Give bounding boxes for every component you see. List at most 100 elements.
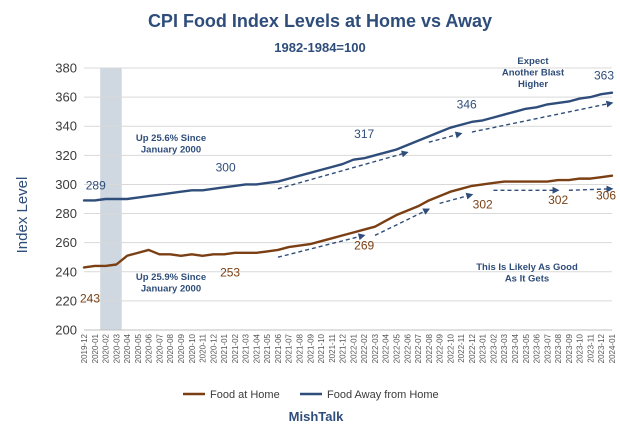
data-label: 302 (548, 193, 568, 207)
data-label: 306 (596, 189, 616, 203)
chart-subtitle: 1982-1984=100 (274, 40, 365, 55)
x-tick-label: 2020-05 (134, 333, 143, 363)
annotation-line: January 2000 (141, 284, 201, 295)
legend-entry: Food at Home (210, 389, 280, 401)
series-line-food-away-from-home (82, 91, 614, 202)
x-tick-label: 2020-04 (123, 333, 132, 363)
x-tick-label: 2022-05 (392, 333, 401, 363)
annotation-line: Higher (518, 79, 548, 90)
x-tick-label: 2021-10 (317, 333, 326, 363)
y-tick-label: 240 (55, 264, 77, 279)
trend-arrow (277, 150, 409, 190)
trend-arrow (428, 131, 463, 143)
x-tick-label: 2021-11 (328, 333, 337, 362)
trend-arrow (277, 233, 366, 258)
y-tick-label: 260 (55, 235, 77, 250)
x-tick-label: 2023-08 (554, 333, 563, 363)
legend: Food at Home Food Away from Home (183, 389, 439, 401)
x-tick-label: 2023-12 (597, 333, 606, 363)
x-tick-label: 2023-06 (533, 333, 542, 363)
x-tick-label: 2021-07 (285, 333, 294, 363)
y-tick-label: 340 (55, 119, 77, 134)
x-tick-label: 2021-01 (220, 333, 229, 363)
y-tick-label: 280 (55, 206, 77, 221)
x-tick-label: 2022-01 (349, 333, 358, 363)
data-label: 289 (86, 178, 106, 192)
x-tick-label: 2023-07 (543, 333, 552, 363)
x-tick-label: 2021-02 (231, 333, 240, 363)
x-tick-label: 2021-03 (242, 333, 251, 363)
x-tick-label: 2020-10 (188, 333, 197, 363)
x-tick-label: 2021-04 (252, 333, 261, 363)
data-label: 269 (354, 239, 374, 253)
x-tick-label: 2021-05 (263, 333, 272, 363)
x-tick-label: 2020-07 (155, 333, 164, 363)
annotation: Expect Another Blast Higher (502, 56, 565, 90)
source-label: MishTalk (289, 409, 344, 424)
data-label: 300 (216, 160, 236, 174)
x-tick-label: 2020-02 (102, 333, 111, 363)
x-tick-label: 2020-03 (112, 333, 121, 363)
x-tick-label: 2023-02 (489, 333, 498, 363)
annotation: Up 25.9% Since January 2000 (136, 272, 206, 295)
x-tick-label: 2023-11 (586, 333, 595, 362)
annotation-line: As It Gets (505, 274, 549, 285)
data-label: 302 (473, 197, 493, 211)
x-tick-label: 2022-11 (457, 333, 466, 362)
data-label: 253 (220, 265, 240, 279)
x-tick-label: 2020-09 (177, 333, 186, 363)
x-tick-label: 2022-09 (436, 333, 445, 363)
y-axis-label: Index Level (14, 177, 31, 254)
trend-arrow (439, 192, 474, 205)
x-tick-label: 2022-08 (425, 333, 434, 363)
x-tick-label: 2023-01 (479, 333, 488, 363)
x-tick-label: 2022-06 (403, 333, 412, 363)
data-label: 363 (594, 69, 614, 83)
x-tick-label: 2023-09 (565, 333, 574, 363)
annotation-line: Up 25.9% Since (136, 272, 206, 283)
x-tick-label: 2020-01 (91, 333, 100, 363)
x-tick-label: 2023-05 (522, 333, 531, 363)
trend-arrow (568, 185, 614, 193)
trend-arrow (374, 208, 431, 237)
x-tick-label: 2022-07 (414, 333, 423, 363)
x-tick-label: 2020-08 (166, 333, 175, 363)
x-tick-label: 2020-11 (199, 333, 208, 362)
x-tick-label: 2019-12 (80, 333, 89, 363)
x-tick-label: 2020-06 (145, 333, 154, 363)
x-tick-label: 2024-01 (608, 333, 617, 363)
x-tick-label: 2022-03 (371, 333, 380, 363)
annotation-line: Up 25.6% Since (136, 133, 206, 144)
x-tick-label: 2022-02 (360, 333, 369, 363)
x-tick-label: 2020-12 (209, 333, 218, 363)
y-tick-label: 200 (55, 323, 77, 338)
annotation: Up 25.6% Since January 2000 (136, 133, 206, 156)
x-tick-label: 2023-04 (511, 333, 520, 363)
y-tick-label: 360 (55, 90, 77, 105)
y-tick-label: 220 (55, 293, 77, 308)
legend-entry: Food Away from Home (327, 389, 439, 401)
y-tick-label: 380 (55, 61, 77, 76)
x-tick-label: 2023-03 (500, 333, 509, 363)
data-label: 346 (457, 97, 477, 111)
annotation-line: Expect (517, 56, 549, 67)
chart-title: CPI Food Index Levels at Home vs Away (148, 11, 492, 31)
x-tick-label: 2021-06 (274, 333, 283, 363)
x-tick-label: 2021-09 (306, 333, 315, 363)
series-line-food-at-home (82, 174, 614, 269)
annotation-line: January 2000 (141, 145, 201, 156)
data-label: 317 (354, 127, 374, 141)
x-tick-label: 2022-04 (382, 333, 391, 363)
annotation: This Is Likely As Good As It Gets (476, 262, 578, 285)
x-tick-label: 2023-10 (576, 333, 585, 363)
data-label: 243 (80, 291, 100, 305)
y-tick-label: 320 (55, 148, 77, 163)
x-tick-label: 2022-10 (446, 333, 455, 363)
x-tick-label: 2022-12 (468, 333, 477, 363)
trend-arrow (471, 100, 614, 133)
y-tick-label: 300 (55, 177, 77, 192)
x-tick-label: 2021-12 (339, 333, 348, 363)
annotation-line: Another Blast (502, 68, 565, 79)
